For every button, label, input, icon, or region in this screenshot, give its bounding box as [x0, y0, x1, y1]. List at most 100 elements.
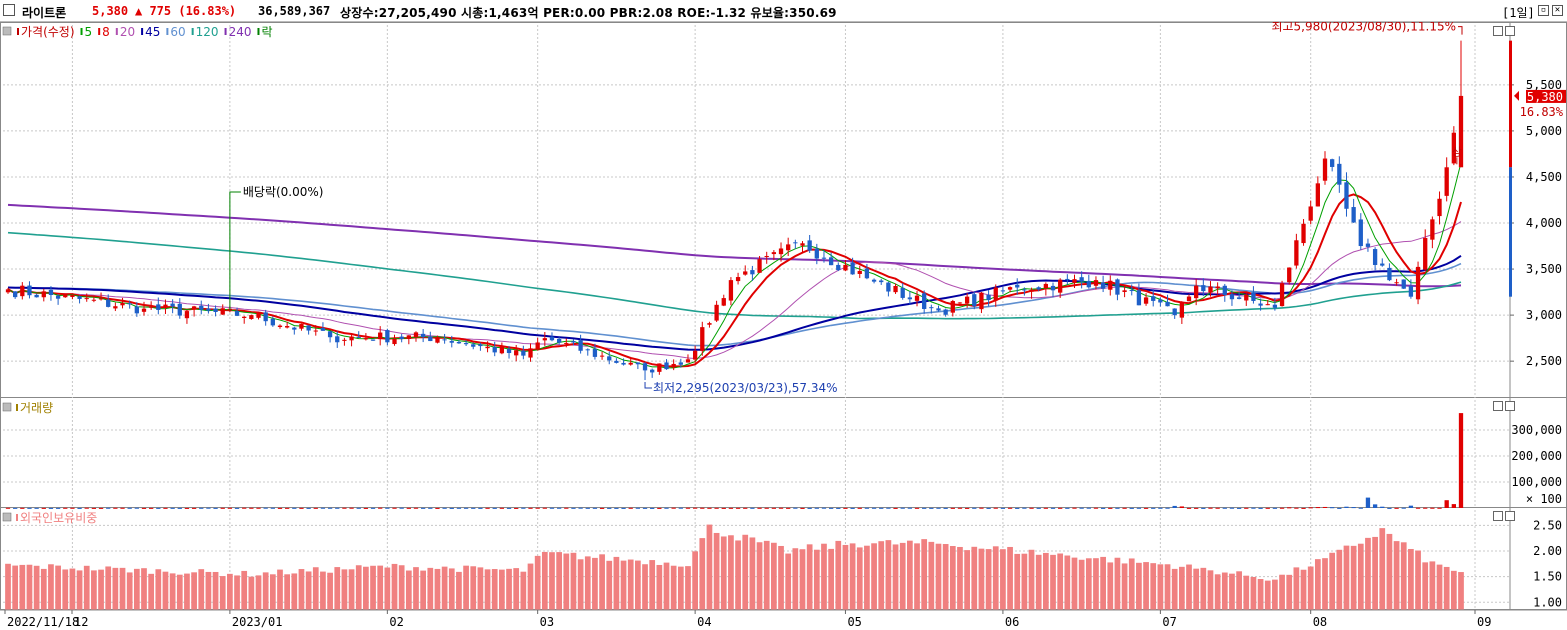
candle-body: [707, 323, 712, 325]
candle-body: [1036, 287, 1041, 290]
volume-bar: [227, 507, 233, 509]
candle-body: [106, 299, 111, 307]
candle-body: [1279, 283, 1285, 307]
candle-body: [1251, 292, 1256, 301]
candle-body: [893, 286, 898, 293]
foreign-ratio-bar: [1078, 559, 1085, 610]
candle-body: [456, 342, 462, 344]
candle-body: [1000, 290, 1006, 292]
foreign-ratio-bar: [384, 567, 391, 610]
volume-bar: [964, 507, 970, 509]
volume-bar: [5, 507, 11, 509]
volume-bar: [578, 507, 583, 509]
candle-body: [879, 280, 884, 283]
foreign-ratio-bar: [40, 568, 47, 610]
candle-body: [1172, 308, 1177, 316]
candle-body: [1015, 284, 1020, 288]
foreign-ratio-bar: [26, 564, 33, 610]
volume-bar: [764, 507, 769, 509]
foreign-ratio-bar: [534, 555, 541, 610]
legend-item: 240: [229, 25, 252, 39]
foreign-ratio-bar: [1100, 556, 1106, 610]
x-tick-label: 2022/11/18: [7, 615, 79, 629]
candle-body: [1186, 296, 1192, 302]
volume-bar: [929, 507, 934, 509]
candle-body: [556, 338, 562, 343]
panel-maximize-icon: [1493, 401, 1503, 411]
candle-body: [156, 304, 161, 310]
candle-body: [392, 338, 397, 345]
ma-5-line: [7, 162, 1462, 369]
foreign-ratio-bar: [291, 573, 298, 610]
panel-frame: [0, 22, 1567, 398]
panel-maximize-icon: [1493, 511, 1503, 521]
candle-body: [929, 307, 934, 309]
candle-body: [499, 346, 505, 354]
foreign-ratio-bar: [334, 567, 341, 610]
candle-body: [13, 291, 18, 298]
maximize-icon[interactable]: ▫: [1538, 5, 1549, 16]
candle-body: [77, 296, 82, 299]
volume-bar: [91, 507, 97, 509]
foreign-ratio-bar: [491, 569, 498, 610]
close-icon[interactable]: ✕: [1552, 5, 1563, 16]
candle-body: [184, 311, 190, 319]
volume-bar: [1201, 507, 1206, 509]
candle-body: [263, 312, 268, 322]
foreign-ratio-bar: [1350, 545, 1357, 610]
candle-body: [1208, 286, 1213, 293]
foreign-ratio-bar: [284, 574, 291, 610]
foreign-ratio-bar: [119, 567, 126, 610]
volume-bar: [1122, 507, 1127, 509]
candle-body: [63, 294, 68, 298]
volume-bar: [886, 507, 891, 509]
volume-bar: [442, 507, 447, 509]
foreign-ratio-bar: [277, 569, 283, 610]
candle-body: [91, 299, 97, 301]
candle-body: [320, 327, 326, 331]
volume-bar: [1143, 507, 1149, 509]
foreign-tick-label: 1.00: [1533, 595, 1562, 609]
volume-bar: [1372, 504, 1378, 508]
foreign-ratio-bar: [1272, 579, 1278, 610]
candle-body: [528, 348, 533, 358]
foreign-ratio-bar: [706, 524, 713, 610]
foreign-ratio-bar: [198, 569, 205, 610]
volume-bar: [857, 507, 862, 509]
foreign-ratio-bar: [742, 534, 749, 610]
candle-body: [370, 339, 376, 341]
period-selector[interactable]: [1일]: [1502, 6, 1535, 20]
volume-bar: [335, 507, 340, 509]
foreign-ratio-bar: [878, 541, 885, 610]
volume-bar: [707, 507, 712, 509]
volume-bar: [914, 507, 920, 509]
stock-chart: 2,500 3,000 3,500 4,000 4,500 5,000 5,500 최고5,9…: [0, 22, 1567, 629]
volume-bar: [370, 507, 376, 509]
volume-bar: [70, 507, 75, 509]
foreign-ratio-bar: [577, 559, 584, 610]
volume-bar: [120, 507, 125, 509]
candle-body: [1301, 223, 1306, 244]
candle-body: [406, 335, 411, 339]
foreign-ratio-bar: [713, 532, 720, 610]
foreign-ratio-bar: [656, 564, 663, 610]
volume-bar: [786, 507, 791, 509]
volume-bar: [1050, 507, 1056, 509]
x-tick-label: 02: [389, 615, 403, 629]
volume-bar: [1437, 507, 1442, 509]
candle-body: [5, 289, 11, 293]
candle-body: [843, 264, 848, 271]
foreign-ratio-bar: [212, 571, 219, 610]
volume-bar: [635, 507, 641, 509]
foreign-ratio-bar: [269, 574, 276, 610]
panel-checkbox-icon: [2, 402, 12, 412]
volume-bar: [1308, 507, 1313, 509]
current-price: 5,380: [92, 4, 129, 18]
foreign-ratio-bar: [1300, 569, 1307, 610]
foreign-ratio-bar: [62, 569, 69, 610]
volume-bar: [828, 507, 834, 509]
select-checkbox[interactable]: [3, 4, 15, 16]
foreign-ratio-bar: [1200, 567, 1207, 610]
candle-body: [292, 327, 297, 330]
panel-close-icon: [1505, 26, 1515, 36]
